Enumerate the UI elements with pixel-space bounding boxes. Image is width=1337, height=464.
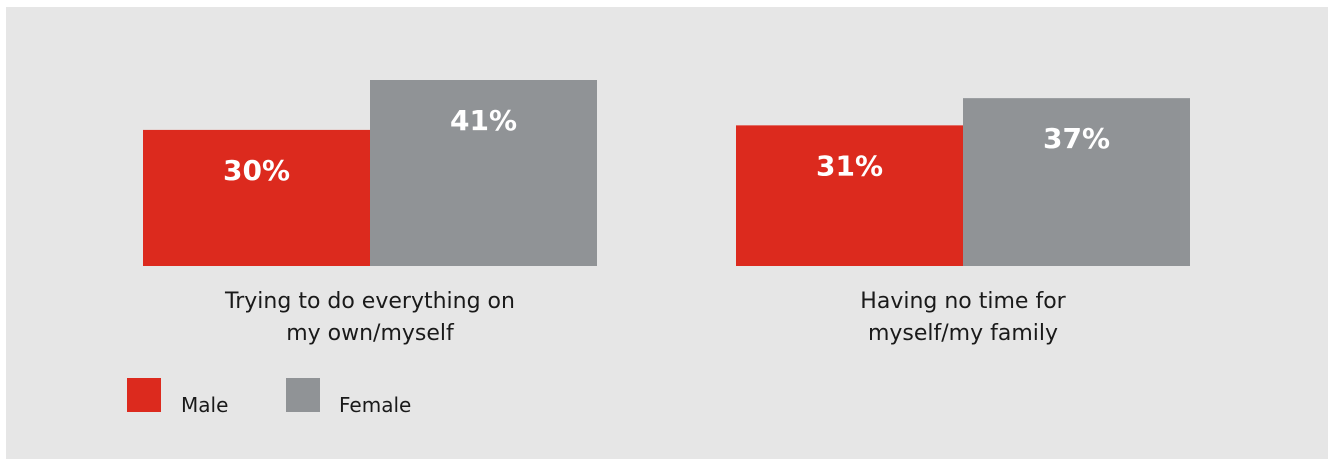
legend-label-female: Female [339,393,411,417]
category-label-1-line-1: myself/my family [868,321,1058,346]
category-label-0-line-0: Trying to do everything on [224,289,515,314]
legend-swatch-female [286,378,320,412]
bar-value-label-female-1: 37% [1043,122,1110,155]
bar-value-label-male-1: 31% [816,149,883,182]
bar-female-0 [370,80,597,266]
bar-male-0 [143,129,370,266]
bar-value-label-male-0: 30% [223,154,290,187]
bar-value-label-female-0: 41% [450,104,517,137]
bar-male-1 [736,125,963,267]
bar-female-1 [963,98,1190,267]
category-label-0-line-1: my own/myself [286,321,455,346]
category-label-1-line-0: Having no time for [860,289,1066,314]
legend-swatch-male [127,378,161,412]
legend-label-male: Male [181,393,228,417]
